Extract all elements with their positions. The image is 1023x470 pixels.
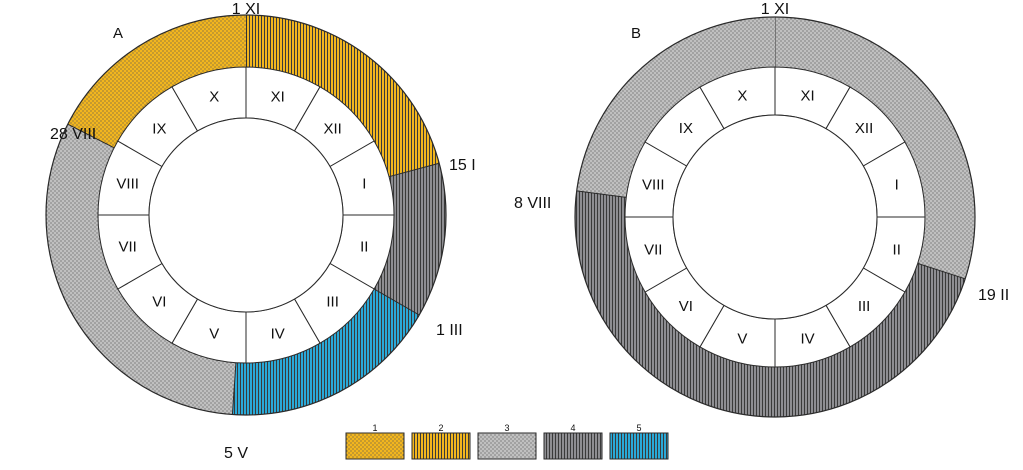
legend-item-3: 3: [477, 423, 537, 460]
date-label: 8 VIII: [514, 195, 551, 212]
legend-item-1: 1: [345, 423, 405, 460]
month-label: I: [362, 175, 366, 192]
month-label: III: [858, 298, 871, 315]
segment-type-5: [232, 288, 420, 415]
legend-label: 3: [504, 423, 509, 433]
month-label: V: [209, 325, 219, 342]
month-label: IV: [801, 331, 815, 348]
month-label: VII: [644, 242, 662, 259]
month-label: XII: [323, 120, 341, 137]
date-label: 1 XI: [761, 1, 789, 18]
month-label: V: [737, 331, 747, 348]
month-label: VI: [152, 294, 166, 311]
legend-item-2: 2: [411, 423, 471, 460]
month-label: VIII: [116, 175, 139, 192]
month-label: XI: [801, 87, 815, 104]
month-label: VI: [679, 298, 693, 315]
month-label: XII: [855, 120, 873, 137]
date-labels-b: 1 XI 19 II 8 VIII: [514, 1, 1009, 304]
segment-type-1: [67, 15, 246, 149]
legend: 1 2 3 4 5: [345, 423, 669, 460]
month-label: I: [895, 176, 899, 193]
date-label: 1 III: [436, 322, 463, 339]
inner-circle: [148, 117, 344, 313]
segment-type-3: [576, 17, 775, 198]
panel-label-a: A: [113, 25, 123, 42]
legend-label: 5: [636, 423, 641, 433]
date-label: 19 II: [978, 287, 1009, 304]
legend-item-4: 4: [543, 423, 603, 460]
outer-ring-border: [45, 14, 447, 416]
month-label: X: [737, 87, 747, 104]
outer-ring-a: [45, 14, 447, 416]
month-label: VIII: [642, 176, 665, 193]
month-label: II: [893, 242, 901, 259]
month-label: IV: [271, 325, 285, 342]
month-label: IX: [679, 120, 693, 137]
legend-label: 2: [438, 423, 443, 433]
legend-item-5: 5: [609, 423, 669, 460]
date-label: 1 XI: [232, 1, 260, 18]
date-label: 5 V: [224, 445, 248, 462]
segment-type-4: [575, 190, 966, 418]
month-label: IX: [152, 120, 166, 137]
month-cell: XII: [825, 86, 906, 167]
legend-label: 4: [570, 423, 575, 433]
panel-label-b: B: [631, 25, 641, 42]
month-label: III: [326, 294, 339, 311]
date-label: 15 I: [449, 157, 476, 174]
legend-label: 1: [372, 423, 377, 433]
inner-circle: [672, 114, 878, 320]
segment-type-3: [45, 124, 237, 415]
outer-ring-border: [574, 16, 976, 418]
segment-type-4: [374, 162, 446, 315]
month-label: VII: [119, 239, 137, 256]
month-cell: XII: [293, 86, 375, 168]
date-label: 28 VIII: [50, 126, 96, 143]
month-label: II: [360, 239, 368, 256]
month-label: X: [209, 89, 219, 106]
month-label: XI: [271, 89, 285, 106]
